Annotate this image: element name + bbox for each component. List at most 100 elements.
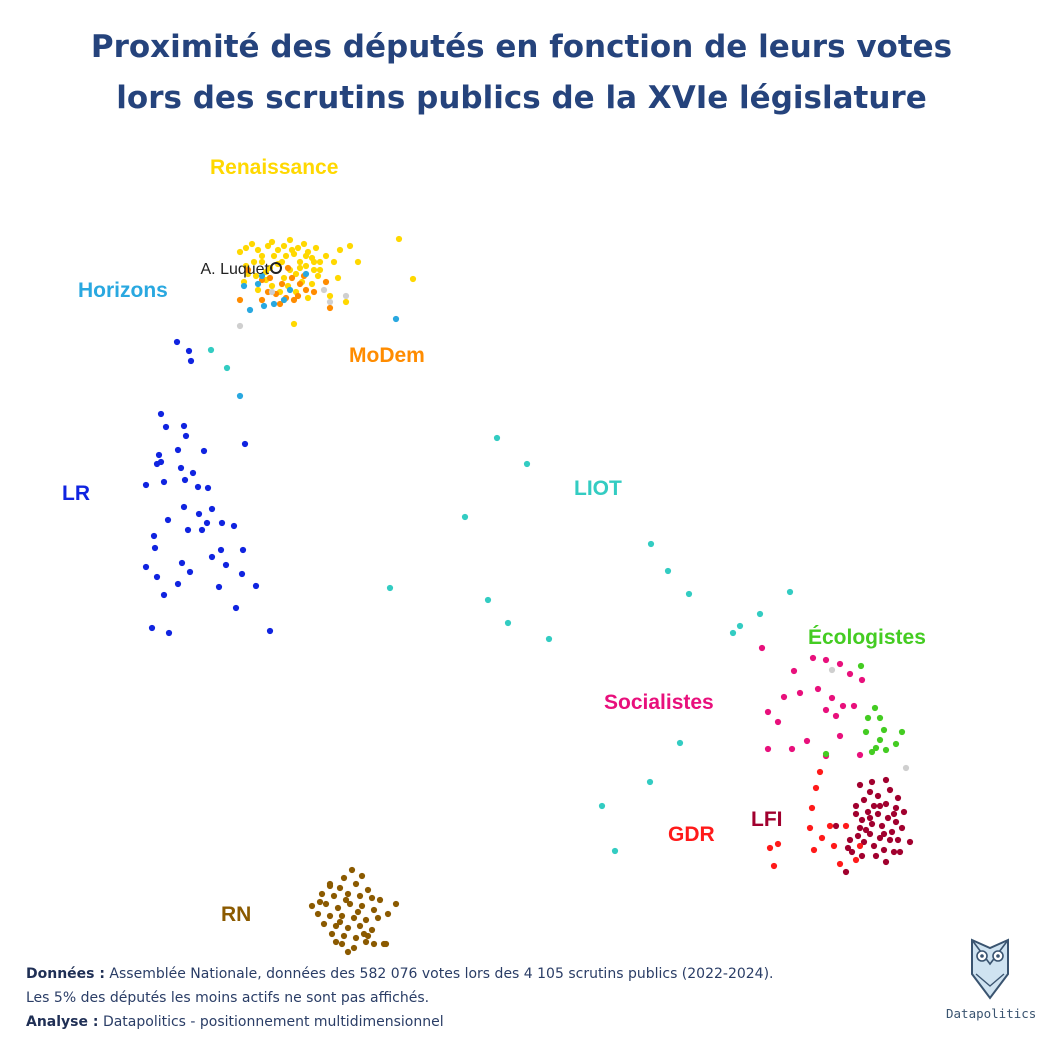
point-lfi-23 bbox=[866, 830, 874, 838]
point-socialistes-11 bbox=[839, 702, 847, 710]
point-liot-9 bbox=[484, 596, 492, 604]
point-socialistes-18 bbox=[764, 745, 772, 753]
point-horizons-3 bbox=[270, 300, 278, 308]
point-lr-38 bbox=[215, 583, 223, 591]
brand-name: Datapolitics bbox=[946, 1006, 1037, 1021]
point-rn-48 bbox=[316, 898, 324, 906]
point-liot-7 bbox=[685, 590, 693, 598]
point-lr-47 bbox=[198, 526, 206, 534]
point-rn-44 bbox=[336, 918, 344, 926]
point-lfi-22 bbox=[856, 824, 864, 832]
point-lr-33 bbox=[222, 561, 230, 569]
point-lr-7 bbox=[174, 446, 182, 454]
point-non-inscrits-3 bbox=[320, 286, 328, 294]
point-lr-35 bbox=[153, 573, 161, 581]
point-rn-40 bbox=[362, 938, 370, 946]
point-gdr-13 bbox=[856, 842, 864, 850]
point-socialistes-3 bbox=[822, 656, 830, 664]
point-lfi-18 bbox=[868, 820, 876, 828]
point-modem-18 bbox=[284, 264, 292, 272]
point-horizons-8 bbox=[302, 270, 310, 278]
point-gdr-9 bbox=[774, 840, 782, 848]
footer: Données : Assemblée Nationale, données d… bbox=[26, 962, 906, 1034]
point-liot-3 bbox=[523, 460, 531, 468]
point-rn-28 bbox=[332, 922, 340, 930]
point-lr-44 bbox=[266, 627, 274, 635]
point-rn-25 bbox=[362, 916, 370, 924]
point-lfi-14 bbox=[874, 810, 882, 818]
point-liot-13 bbox=[729, 629, 737, 637]
point-gdr-10 bbox=[766, 844, 774, 852]
point-rn-29 bbox=[344, 924, 352, 932]
point-renaissance-2 bbox=[248, 240, 256, 248]
point-renaissance-50 bbox=[334, 274, 342, 282]
datapolitics-logo: Datapolitics bbox=[946, 934, 1036, 1024]
point-rn-43 bbox=[354, 908, 362, 916]
point-gdr-0 bbox=[816, 768, 824, 776]
point-rn-36 bbox=[338, 940, 346, 948]
point-lr-18 bbox=[200, 447, 208, 455]
point-renaissance-17 bbox=[296, 258, 304, 266]
point-socialistes-17 bbox=[836, 732, 844, 740]
point-gdr-8 bbox=[852, 856, 860, 864]
point-liot-10 bbox=[504, 619, 512, 627]
point-socialistes-2 bbox=[809, 654, 817, 662]
point-liot-6 bbox=[664, 567, 672, 575]
footer-note: Les 5% des députés les moins actifs ne s… bbox=[26, 990, 430, 1006]
point-lfi-3 bbox=[866, 788, 874, 796]
point-socialistes-14 bbox=[774, 718, 782, 726]
point-renaissance-21 bbox=[258, 258, 266, 266]
point-renaissance-7 bbox=[274, 246, 282, 254]
point-lfi-15 bbox=[884, 814, 892, 822]
point-gdr-7 bbox=[830, 842, 838, 850]
point-modem-12 bbox=[322, 278, 330, 286]
point-renaissance-16 bbox=[316, 258, 324, 266]
point-rn-13 bbox=[392, 900, 400, 908]
point-gdr-3 bbox=[806, 824, 814, 832]
footer-analysis-line: Analyse : Datapolitics - positionnement … bbox=[26, 1010, 906, 1034]
point-modem-4 bbox=[296, 280, 304, 288]
group-labels: Renaissance Horizons MoDem LR LIOT Écologiste… bbox=[62, 156, 926, 926]
point-lr-30 bbox=[239, 546, 247, 554]
point-modem-10 bbox=[244, 266, 252, 274]
point-renaissance-30 bbox=[310, 266, 318, 274]
point-renaissance-59 bbox=[296, 264, 304, 272]
point-lr-5 bbox=[162, 423, 170, 431]
point-horizons-2 bbox=[260, 302, 268, 310]
point-lr-13 bbox=[181, 476, 189, 484]
point-lfi-9 bbox=[870, 802, 878, 810]
point-socialistes-16 bbox=[832, 712, 840, 720]
point-rn-12 bbox=[376, 896, 384, 904]
data-source-label: Données : bbox=[26, 966, 105, 982]
point-lfi-16 bbox=[892, 818, 900, 826]
point-horizons-4 bbox=[286, 286, 294, 294]
point-lr-43 bbox=[165, 629, 173, 637]
point-lfi-5 bbox=[886, 786, 894, 794]
point-renaissance-1 bbox=[242, 244, 250, 252]
point-rn-5 bbox=[352, 880, 360, 888]
point-non-inscrits-5 bbox=[828, 666, 836, 674]
point-horizons-0 bbox=[240, 282, 248, 290]
point-renaissance-3 bbox=[254, 246, 262, 254]
point-non-inscrits-2 bbox=[342, 292, 350, 300]
analysis-text: Datapolitics - positionnement multidimen… bbox=[102, 1014, 444, 1030]
point-renaissance-20 bbox=[270, 252, 278, 260]
point-rn-26 bbox=[374, 914, 382, 922]
point-lfi-2 bbox=[882, 776, 890, 784]
point-rn-47 bbox=[332, 938, 340, 946]
point-lfi-17 bbox=[858, 816, 866, 824]
point-renaissance-43 bbox=[336, 246, 344, 254]
point-lfi-13 bbox=[864, 808, 872, 816]
point-lr-10 bbox=[153, 460, 161, 468]
point-ecologistes-6 bbox=[898, 728, 906, 736]
point-gdr-14 bbox=[818, 834, 826, 842]
group-label-rn: RN bbox=[221, 903, 251, 926]
point-lfi-10 bbox=[882, 800, 890, 808]
point-rn-8 bbox=[330, 892, 338, 900]
point-socialistes-19 bbox=[788, 745, 796, 753]
point-lr-46 bbox=[164, 516, 172, 524]
point-lfi-25 bbox=[886, 836, 894, 844]
point-lr-21 bbox=[208, 505, 216, 513]
point-lr-19 bbox=[241, 440, 249, 448]
point-rn-23 bbox=[338, 912, 346, 920]
